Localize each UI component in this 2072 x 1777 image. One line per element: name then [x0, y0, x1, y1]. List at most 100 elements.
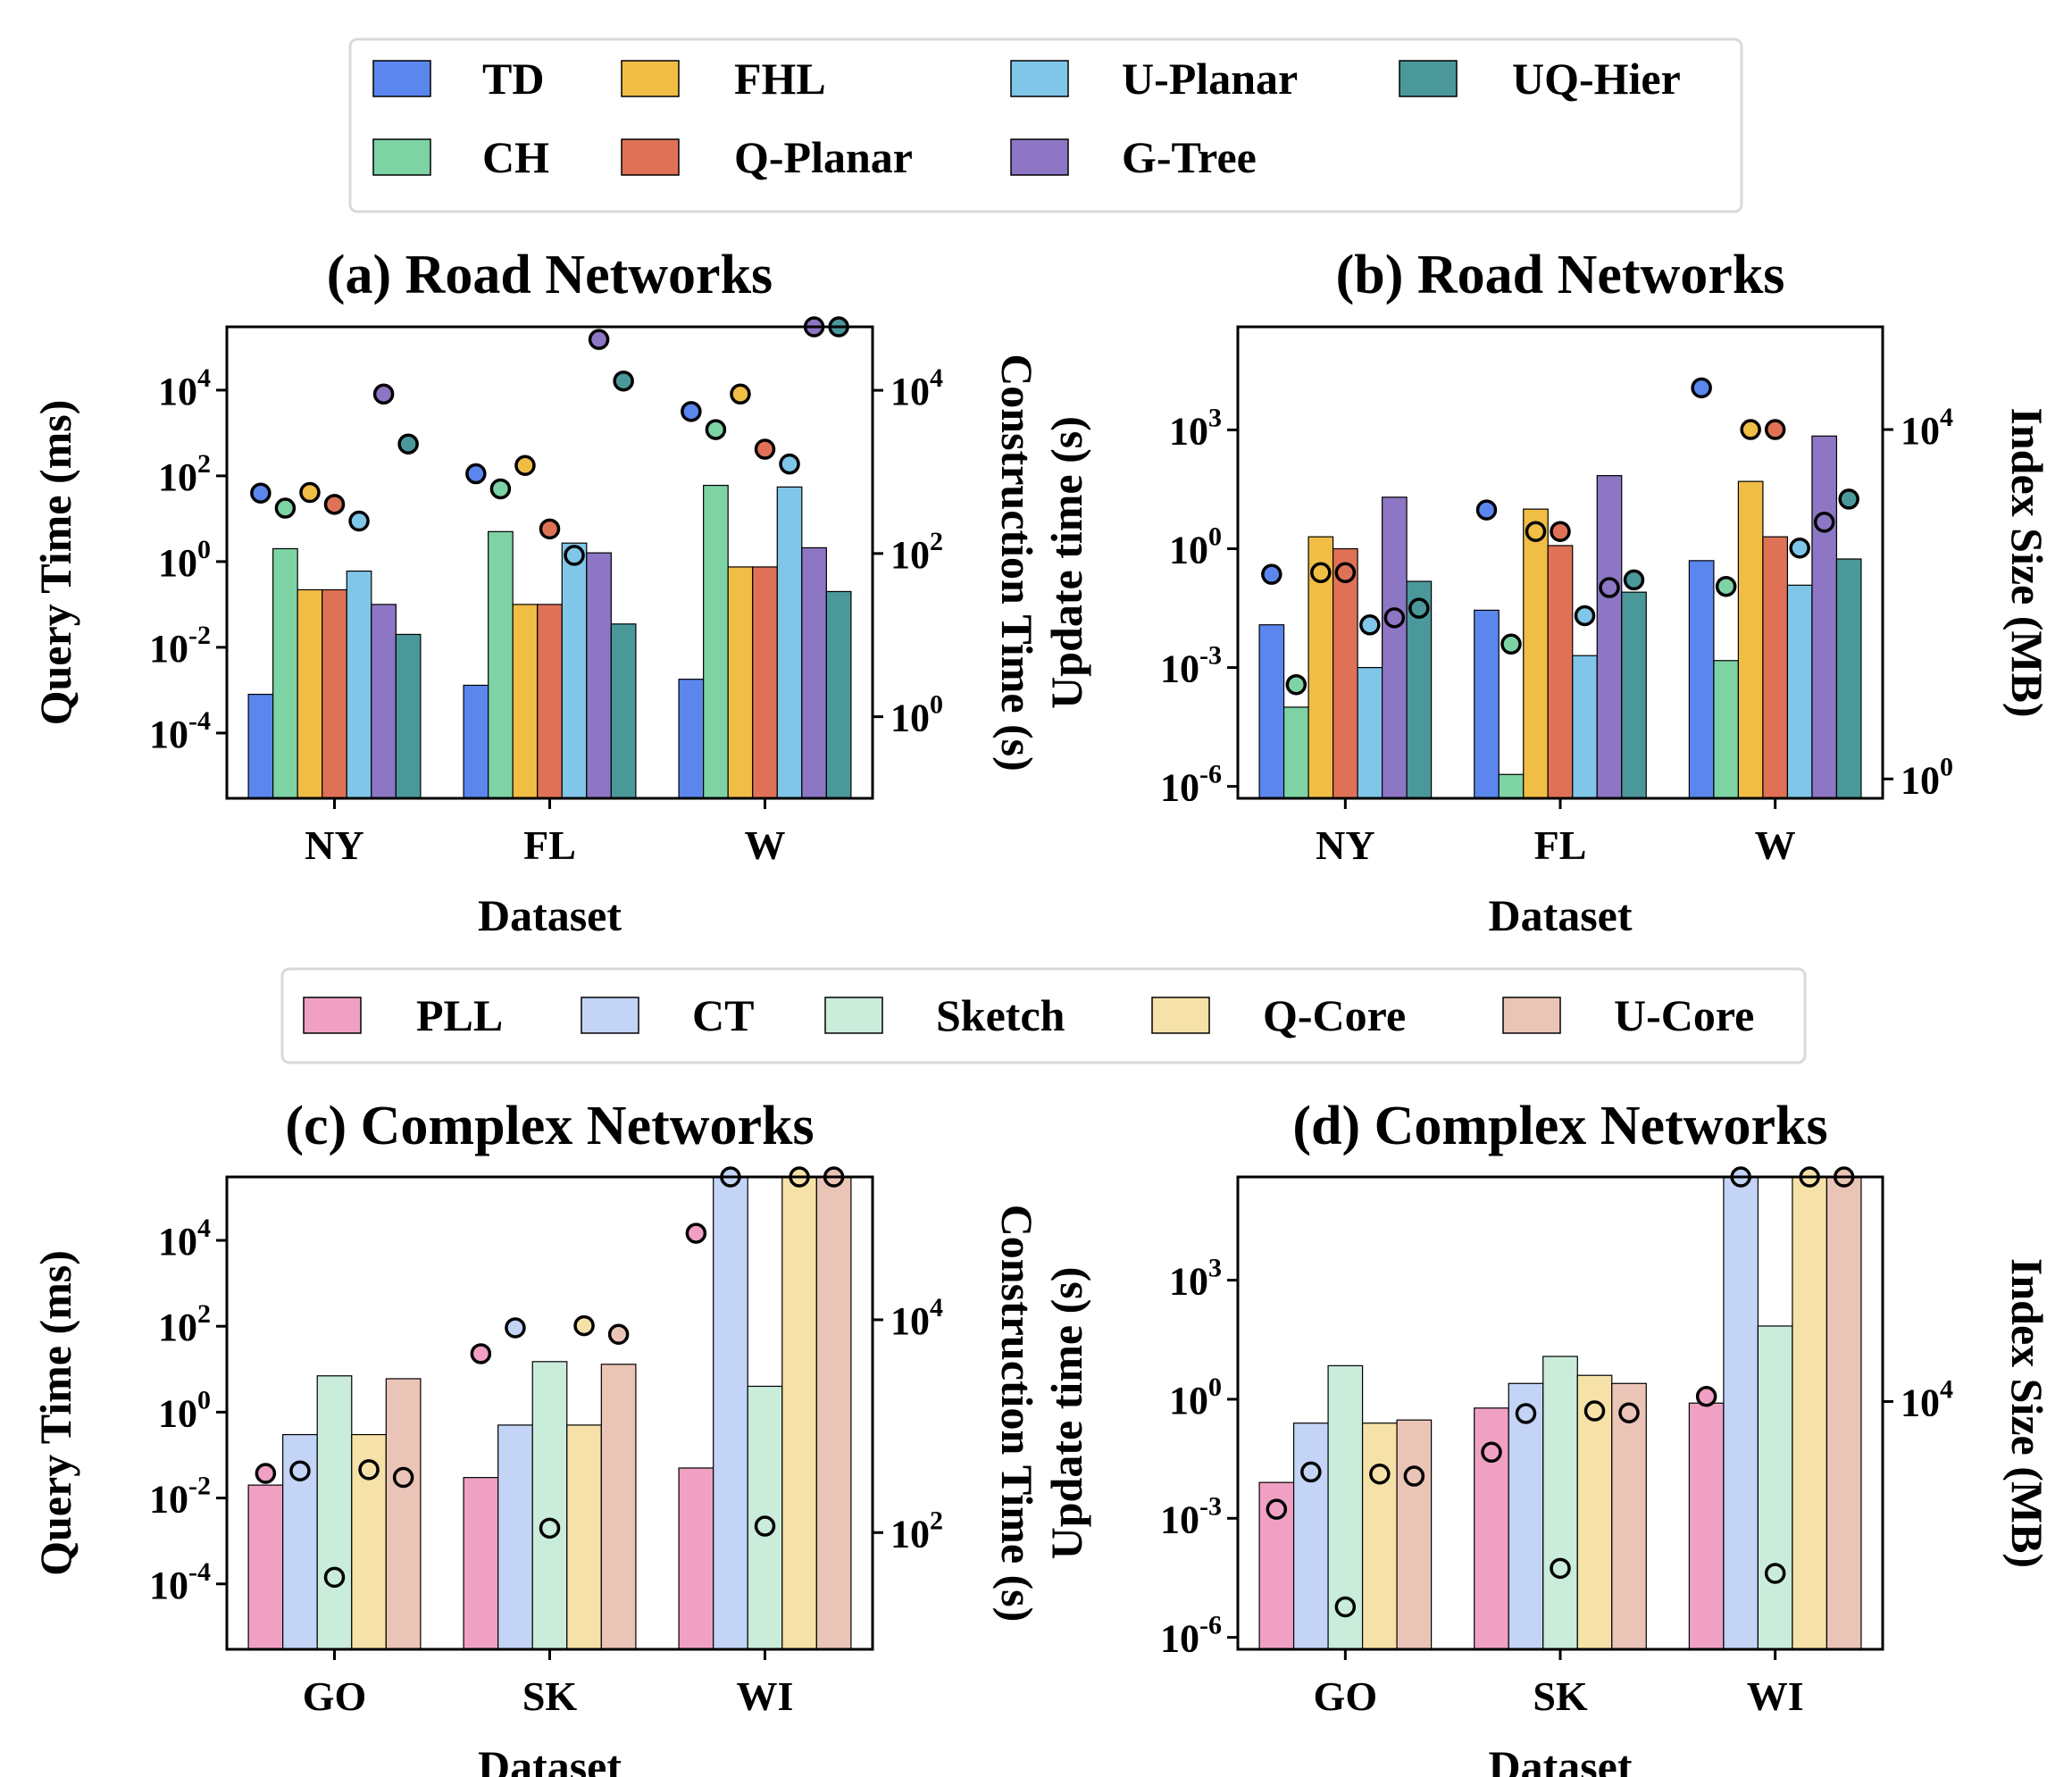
marker-g-tree-ny [1383, 607, 1406, 629]
legend-complex-entry: PLL [303, 990, 503, 1040]
marker-ct-go [1300, 1461, 1322, 1483]
y-tick-label: 102 [158, 1299, 211, 1349]
legend-swatch [372, 138, 431, 176]
bar-q-planar-w [1762, 536, 1789, 798]
marker-u-core-go [1403, 1465, 1425, 1487]
chart-title: (a) Road Networks [327, 245, 773, 305]
legend-complex-entry: Q-Core [1151, 990, 1406, 1040]
y-tick-label: 10-6 [1160, 760, 1222, 810]
legend-complex-entry: Sketch [824, 990, 1065, 1040]
legend-road: TD FHL U-Planar UQ-Hier CH Q-Planar G-Tr… [348, 38, 1743, 213]
bar-fhl-fl [512, 604, 539, 798]
legend-label: U-Planar [1122, 54, 1298, 104]
plot-area [247, 484, 852, 798]
bar-q-planar-ny [1332, 547, 1358, 798]
bar-pll-go [247, 1484, 284, 1649]
x-tick-label-w: W [1755, 822, 1796, 868]
legend-road-entry: Q-Planar [621, 132, 913, 182]
bar-q-planar-fl [537, 604, 563, 798]
bar-td-fl [1474, 609, 1500, 798]
marker-q-core-go [1369, 1463, 1391, 1485]
marker-q-planar-ny [323, 494, 346, 515]
x-axis-label: Dataset [1488, 1741, 1632, 1777]
marker-q-core-go [358, 1459, 380, 1481]
marker-uq-hier-ny [1408, 597, 1430, 619]
legend-road-entry: TD [372, 54, 544, 104]
legend-label: Q-Core [1263, 990, 1406, 1040]
marker-td-fl [465, 463, 487, 485]
marker-q-planar-ny [1334, 562, 1357, 584]
y2-axis-label: Construction Time (s) [992, 354, 1042, 772]
bar-u-planar-fl [561, 542, 588, 798]
bar-q-core-sk [566, 1424, 602, 1649]
marker-u-planar-w [779, 453, 800, 475]
y-tick-label: 103 [1169, 1254, 1222, 1304]
bar-u-core-wi [1826, 1177, 1862, 1649]
marker-q-core-sk [1583, 1400, 1606, 1422]
marker-td-w [1691, 377, 1712, 399]
marker-u-planar-ny [1359, 614, 1381, 636]
bar-ch-ny [1282, 706, 1309, 798]
chart-title: (d) Complex Networks [1292, 1096, 1827, 1156]
bar-u-planar-fl [1572, 655, 1598, 798]
bar-fhl-w [1737, 480, 1764, 798]
y2-axis-label: Index Size (MB) [2002, 407, 2052, 717]
y-axis-label: Query Time (ms) [30, 400, 80, 726]
marker-fhl-w [1740, 419, 1761, 440]
legend-swatch [621, 138, 680, 176]
bar-u-planar-w [776, 486, 803, 798]
bar-u-core-go [385, 1378, 422, 1649]
y-axis-label: Query Time (ms) [30, 1250, 80, 1576]
marker-td-w [681, 401, 702, 422]
y2-axis-label: Index Size (MB) [2002, 1258, 2052, 1568]
bar-uq-hier-w [825, 590, 852, 798]
plot-area [247, 1177, 852, 1649]
bar-u-core-sk [600, 1364, 637, 1649]
marker-fhl-ny [299, 481, 321, 504]
bar-u-planar-ny [346, 570, 372, 798]
legend-road-entry: G-Tree [1010, 132, 1257, 182]
marker-pll-go [255, 1463, 277, 1484]
legend-label: PLL [416, 990, 503, 1040]
marker-td-ny [1261, 563, 1282, 585]
legend-swatch [824, 997, 883, 1034]
x-tick-label-go: GO [1314, 1673, 1378, 1719]
bar-ct-sk [497, 1424, 533, 1649]
marker-pll-sk [470, 1343, 492, 1364]
y-tick-label: 104 [158, 363, 211, 413]
y-axis-label: Update time (s) [1041, 1267, 1091, 1560]
legend-label: Sketch [936, 990, 1065, 1040]
marker-q-planar-w [754, 438, 776, 460]
bar-fhl-ny [297, 588, 323, 798]
y2-tick-label: 104 [1901, 403, 1953, 453]
y-tick-label: 10-4 [149, 706, 211, 756]
marker-u-planar-fl [1574, 605, 1596, 627]
marker-fhl-fl [514, 455, 536, 476]
marker-uq-hier-fl [1623, 569, 1645, 591]
y-tick-label: 10-3 [1160, 641, 1222, 691]
marker-sketch-sk [1550, 1557, 1571, 1580]
y2-tick-label: 102 [890, 527, 943, 577]
legend-road-entry: UQ-Hier [1399, 54, 1681, 104]
marker-g-tree-w [1813, 512, 1835, 533]
panel-a-road-query: 10-4 10-2 100 102 104 100 102 104 NY FL W (a) Road … [30, 245, 1042, 940]
bar-ct-go [1292, 1422, 1329, 1649]
bar-u-core-wi [815, 1177, 852, 1649]
marker-fhl-ny [1310, 562, 1332, 584]
marker-sketch-go [1334, 1596, 1357, 1618]
bar-uq-hier-w [1835, 558, 1862, 798]
legend-swatch [372, 60, 431, 97]
marker-sketch-wi [1764, 1563, 1786, 1584]
y2-tick-label: 104 [890, 363, 943, 413]
bar-g-tree-w [801, 546, 827, 798]
legend-swatch [303, 997, 362, 1034]
marker-pll-go [1266, 1498, 1288, 1520]
bar-sketch-go [316, 1375, 353, 1649]
bar-fhl-fl [1523, 508, 1549, 798]
bar-ct-wi [1723, 1177, 1759, 1649]
x-tick-label-fl: FL [1534, 822, 1587, 868]
legend-road-entry: CH [372, 132, 549, 182]
bar-ct-sk [1508, 1382, 1544, 1649]
legend-road-entry: FHL [621, 54, 826, 104]
